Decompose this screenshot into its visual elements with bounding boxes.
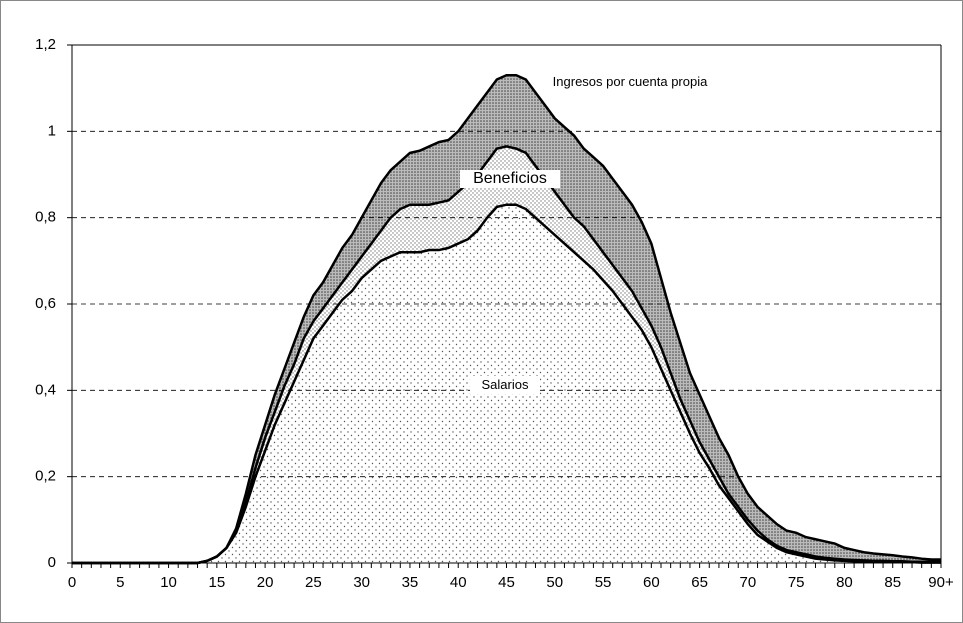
x-tick-label: 40 — [450, 574, 467, 591]
y-tick-label: 1 — [48, 122, 56, 139]
x-tick-label: 90+ — [928, 574, 954, 591]
x-tick-label: 10 — [160, 574, 177, 591]
y-tick-label: 0,8 — [35, 209, 56, 226]
x-tick-label: 45 — [498, 574, 515, 591]
area-label: Beneficios — [460, 170, 560, 188]
x-tick-label: 70 — [740, 574, 757, 591]
y-tick-label: 1,2 — [35, 36, 56, 53]
x-tick-label: 65 — [691, 574, 708, 591]
x-tick-label: 15 — [208, 574, 225, 591]
area-label: Salarios — [470, 376, 540, 394]
x-tick-label: 55 — [595, 574, 612, 591]
x-tick-label: 75 — [788, 574, 805, 591]
y-tick-label: 0,6 — [35, 295, 56, 312]
x-tick-label: 20 — [257, 574, 274, 591]
x-tick-label: 60 — [643, 574, 660, 591]
y-tick-label: 0,4 — [35, 381, 56, 398]
x-tick-label: 25 — [305, 574, 322, 591]
y-tick-label: 0 — [48, 554, 56, 571]
x-tick-label: 80 — [836, 574, 853, 591]
x-tick-label: 30 — [353, 574, 370, 591]
x-tick-label: 5 — [116, 574, 124, 591]
x-tick-label: 35 — [402, 574, 419, 591]
area-line — [72, 73, 941, 565]
x-tick-label: 0 — [68, 574, 76, 591]
area-label: Ingresos por cuenta propia — [552, 74, 708, 89]
x-tick-label: 85 — [884, 574, 901, 591]
x-tick-label: 50 — [546, 574, 563, 591]
y-tick-label: 0,2 — [35, 468, 56, 485]
